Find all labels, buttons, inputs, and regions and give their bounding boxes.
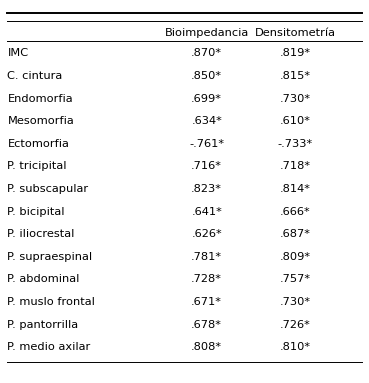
- Text: .699*: .699*: [191, 93, 222, 104]
- Text: Densitometría: Densitometría: [255, 28, 336, 38]
- Text: .678*: .678*: [191, 319, 222, 330]
- Text: P. iliocrestal: P. iliocrestal: [7, 229, 75, 239]
- Text: .781*: .781*: [191, 252, 222, 262]
- Text: .823*: .823*: [191, 184, 222, 194]
- Text: .666*: .666*: [280, 206, 310, 217]
- Text: -.733*: -.733*: [277, 139, 313, 149]
- Text: .671*: .671*: [191, 297, 222, 307]
- Text: .634*: .634*: [191, 116, 222, 126]
- Text: P. subscapular: P. subscapular: [7, 184, 89, 194]
- Text: .819*: .819*: [280, 48, 311, 59]
- Text: .730*: .730*: [280, 93, 311, 104]
- Text: C. cintura: C. cintura: [7, 71, 63, 81]
- Text: Bioimpedancia: Bioimpedancia: [165, 28, 249, 38]
- Text: Endomorfia: Endomorfia: [7, 93, 73, 104]
- Text: Mesomorfia: Mesomorfia: [7, 116, 74, 126]
- Text: .610*: .610*: [280, 116, 311, 126]
- Text: .850*: .850*: [191, 71, 222, 81]
- Text: P. abdominal: P. abdominal: [7, 274, 80, 285]
- Text: -.761*: -.761*: [189, 139, 224, 149]
- Text: Ectomorfia: Ectomorfia: [7, 139, 69, 149]
- Text: .726*: .726*: [280, 319, 311, 330]
- Text: .809*: .809*: [280, 252, 311, 262]
- Text: P. supraespinal: P. supraespinal: [7, 252, 93, 262]
- Text: .626*: .626*: [192, 229, 222, 239]
- Text: P. pantorrilla: P. pantorrilla: [7, 319, 79, 330]
- Text: P. tricipital: P. tricipital: [7, 161, 67, 172]
- Text: .730*: .730*: [280, 297, 311, 307]
- Text: P. medio axilar: P. medio axilar: [7, 342, 91, 352]
- Text: .718*: .718*: [280, 161, 311, 172]
- Text: .814*: .814*: [280, 184, 311, 194]
- Text: .870*: .870*: [191, 48, 222, 59]
- Text: .687*: .687*: [280, 229, 311, 239]
- Text: .810*: .810*: [280, 342, 311, 352]
- Text: .808*: .808*: [191, 342, 222, 352]
- Text: .815*: .815*: [280, 71, 311, 81]
- Text: .641*: .641*: [191, 206, 222, 217]
- Text: .728*: .728*: [191, 274, 222, 285]
- Text: P. bicipital: P. bicipital: [7, 206, 65, 217]
- Text: .716*: .716*: [191, 161, 222, 172]
- Text: IMC: IMC: [7, 48, 28, 59]
- Text: .757*: .757*: [280, 274, 311, 285]
- Text: P. muslo frontal: P. muslo frontal: [7, 297, 95, 307]
